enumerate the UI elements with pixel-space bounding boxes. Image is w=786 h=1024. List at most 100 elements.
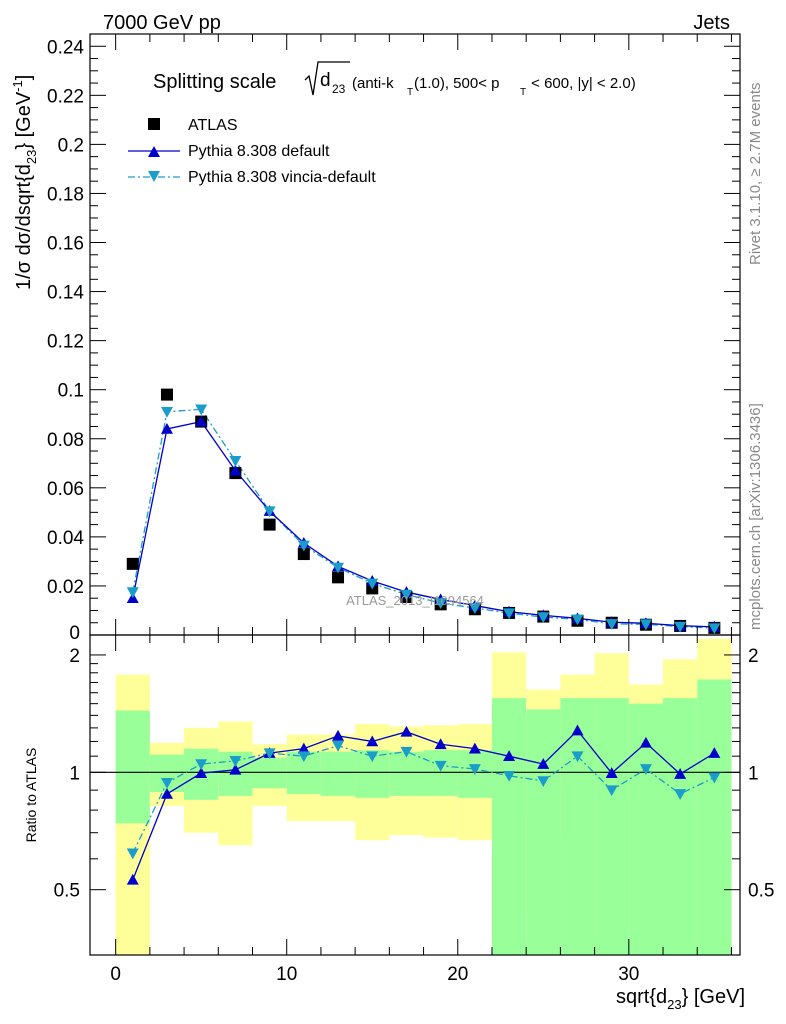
main-ytick-label: 0.18 <box>47 184 84 205</box>
legend-vincia-label: Pythia 8.308 vincia-default <box>188 169 376 186</box>
header-jets-label: Jets <box>693 12 730 34</box>
main-ytick-label: 0.2 <box>58 135 84 156</box>
mcplots-label: mcplots.cern.ch [arXiv:1306.3436] <box>747 403 764 630</box>
ratio-ytick-label-left: 2 <box>69 646 80 667</box>
ratio-vincia-point <box>332 740 345 752</box>
ratio-default-point <box>229 763 242 775</box>
header-collision-label: 7000 GeV pp <box>103 12 221 34</box>
ratio-vincia-point <box>160 777 173 789</box>
vincia-point <box>400 589 413 601</box>
atlas-point <box>332 571 345 584</box>
band-inner-bin <box>389 751 424 796</box>
band-inner-bin <box>526 709 561 955</box>
title-variable-sub: 23 <box>332 82 346 96</box>
main-ylabel: 1/σ dσ/dsqrt{d23} [GeV-1] <box>10 75 39 290</box>
ratio-vincia-point <box>400 746 413 758</box>
legend-default-label: Pythia 8.308 default <box>188 143 330 160</box>
ratio-vincia-point <box>674 789 687 800</box>
ratio-ytick-label-right: 2 <box>748 646 759 667</box>
ratio-vincia-point <box>605 785 618 797</box>
ratio-vincia-point <box>708 772 721 784</box>
atlas-point <box>297 548 310 561</box>
ratio-vincia-point <box>537 776 550 788</box>
ratio-default-point <box>708 747 721 758</box>
xlabel: sqrt{d23} [GeV] <box>616 986 745 1012</box>
main-ytick-label: 0.1 <box>58 381 84 402</box>
main-panel-series <box>126 388 721 635</box>
vincia-point <box>263 506 276 518</box>
legend: ATLAS Pythia 8.308 default Pythia 8.308 … <box>128 117 376 186</box>
ratio-vincia-point <box>263 748 276 760</box>
ratio-vincia-point <box>503 770 516 782</box>
xlabel-sub: 23 <box>667 997 681 1012</box>
band-inner-bin <box>491 698 527 955</box>
ratio-vincia-point <box>297 751 310 763</box>
xtick-label: 10 <box>276 964 297 985</box>
default-point <box>229 464 242 476</box>
ratio-default-point <box>468 742 481 754</box>
plot-title: Splitting scale d 23 (anti-k T (1.0), 50… <box>153 61 636 98</box>
ratio-ytick-label-right: 1 <box>748 763 759 784</box>
vincia-point <box>195 404 208 416</box>
ratio-vincia-point <box>468 764 481 775</box>
ratio-default-point <box>434 738 447 750</box>
ratio-default-point <box>126 873 139 885</box>
default-point <box>160 422 173 434</box>
main-ytick-label: 0.12 <box>47 332 84 353</box>
main-ylabel-sub: 23 <box>24 150 39 164</box>
ratio-default-point <box>160 787 173 799</box>
ratio-panel-frame <box>89 634 741 956</box>
rivet-version-label: Rivet 3.1.10, ≥ 2.7M events <box>747 83 764 266</box>
vincia-point <box>332 562 345 574</box>
xlabel-text: sqrt{d <box>616 986 667 1008</box>
ratio-vincia-point <box>126 848 139 860</box>
default-point <box>195 415 208 427</box>
vincia-point <box>674 621 687 633</box>
ratio-ylabel: Ratio to ATLAS <box>23 748 39 843</box>
xtick-label: 0 <box>110 964 121 985</box>
ratio-vincia-point <box>366 751 379 763</box>
vincia-point <box>503 608 516 620</box>
band-inner-bin <box>423 750 458 796</box>
vincia-point <box>126 587 139 599</box>
vincia-point <box>537 612 550 624</box>
title-selection-1-sub: T <box>407 87 413 98</box>
title-selection-2-sub: T <box>520 87 526 98</box>
vincia-point <box>639 619 652 631</box>
ratio-ytick-label-left: 1 <box>69 763 80 784</box>
ratio-ytick-label-right: 0.5 <box>748 881 774 902</box>
svg-text:1/σ dσ/dsqrt{d23} [GeV-1]: 1/σ dσ/dsqrt{d23} [GeV-1] <box>10 75 39 290</box>
ratio-default-point <box>366 735 379 747</box>
band-inner-bin <box>663 698 698 955</box>
ratio-panel-series <box>126 724 721 885</box>
ratio-ytick-label-left: 0.5 <box>54 881 80 902</box>
vincia-point <box>468 603 481 615</box>
main-ylabel-end: } [GeV <box>13 91 35 149</box>
main-ytick-label: 0.02 <box>47 577 84 598</box>
ratio-vincia-line <box>132 745 715 854</box>
title-prefix: Splitting scale <box>153 71 276 93</box>
band-inner-bin <box>560 698 595 955</box>
xtick-label: 20 <box>447 964 468 985</box>
xlabel-end: } [GeV] <box>682 986 745 1008</box>
atlas-point <box>160 388 173 401</box>
xtick-label: 30 <box>618 964 639 985</box>
vincia-point <box>434 598 447 610</box>
ratio-default-point <box>400 725 413 737</box>
title-sqrt-sign <box>304 61 350 96</box>
title-variable: d <box>320 70 331 91</box>
axes: 0.02 0.04 0.06 0.08 0.1 0.12 0.14 0.16 0.18 0.2 0.… <box>47 34 774 985</box>
ratio-default-point <box>195 767 208 778</box>
ratio-default-point <box>674 768 687 779</box>
ratio-vincia-point <box>229 756 242 767</box>
ratio-uncertainty-bands <box>115 638 732 955</box>
ratio-default-point <box>297 742 310 754</box>
legend-vincia-marker <box>148 171 160 182</box>
main-ytick-label: 0.22 <box>47 86 84 107</box>
atlas-point <box>126 557 139 570</box>
vincia-point <box>160 406 173 418</box>
main-ytick-label: 0.24 <box>47 37 84 58</box>
ratio-default-point <box>537 758 550 769</box>
band-inner-bin <box>594 698 629 955</box>
